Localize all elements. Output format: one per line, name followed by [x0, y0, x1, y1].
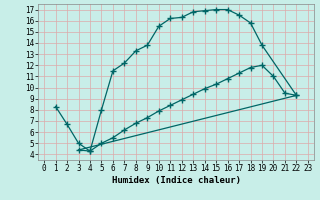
X-axis label: Humidex (Indice chaleur): Humidex (Indice chaleur)	[111, 176, 241, 185]
